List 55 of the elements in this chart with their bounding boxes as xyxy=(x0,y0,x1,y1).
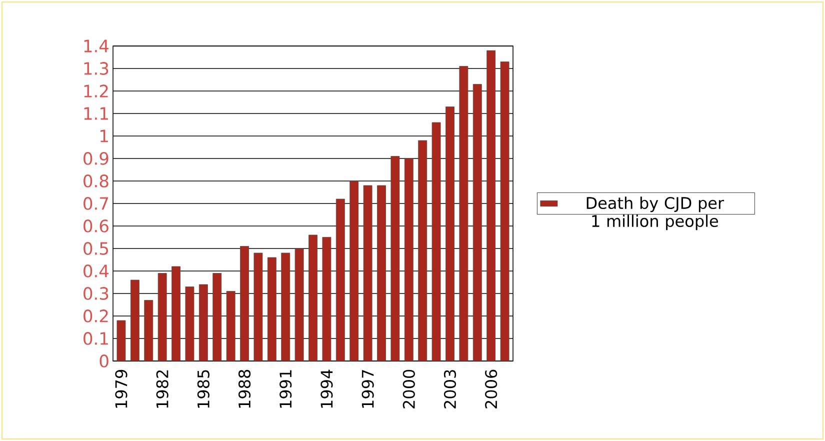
y-tick-label: 1 xyxy=(100,130,108,142)
x-tick-label: 2003 xyxy=(444,370,456,408)
x-tick-label: 1997 xyxy=(362,370,374,408)
bar xyxy=(500,62,510,361)
bar xyxy=(432,122,441,361)
x-tick-label: 1982 xyxy=(156,370,168,408)
bar xyxy=(198,284,208,361)
x-tick-label: 1994 xyxy=(320,370,333,408)
bar xyxy=(404,158,414,361)
bar xyxy=(172,266,180,361)
y-tick-label: 0.9 xyxy=(84,152,108,165)
bar xyxy=(185,286,194,361)
x-tick-label: 1979 xyxy=(115,370,128,408)
bar xyxy=(363,185,372,361)
bar xyxy=(446,106,454,361)
bar xyxy=(377,185,386,361)
bar xyxy=(267,257,276,361)
bar xyxy=(130,280,140,361)
bar xyxy=(144,300,154,361)
y-tick-label: 0.8 xyxy=(84,174,108,188)
bar xyxy=(308,234,318,361)
bar xyxy=(226,291,236,361)
y-tick-label: 1.1 xyxy=(84,107,108,120)
x-tick-label: 2000 xyxy=(402,370,415,408)
y-tick-label: 1.3 xyxy=(84,62,108,75)
bar xyxy=(322,237,332,361)
bar xyxy=(418,140,428,361)
x-tick-label: 1988 xyxy=(238,370,251,408)
bar xyxy=(390,156,400,361)
x-tick-label: 1991 xyxy=(280,370,292,408)
bar xyxy=(116,320,126,361)
bar xyxy=(281,252,290,361)
bar xyxy=(350,180,359,361)
y-tick-label: 0.1 xyxy=(84,332,108,345)
y-tick-label: 0.4 xyxy=(84,264,109,278)
bar xyxy=(486,50,496,361)
y-tick-label: 0 xyxy=(100,354,108,368)
bar xyxy=(459,66,468,361)
bar xyxy=(240,246,249,361)
legend-label: Death by CJD per 1 million people xyxy=(586,196,724,230)
y-tick-label: 0.2 xyxy=(84,310,108,322)
bar xyxy=(336,198,345,361)
bar xyxy=(212,273,222,361)
y-tick-label: 0.5 xyxy=(84,242,108,255)
bar xyxy=(472,84,482,361)
y-tick-label: 0.6 xyxy=(84,220,108,232)
y-tick-label: 1.4 xyxy=(84,40,109,52)
y-tick-label: 0.7 xyxy=(84,197,108,210)
bar xyxy=(254,252,263,361)
y-tick-label: 1.2 xyxy=(84,84,108,98)
x-tick-label: 1985 xyxy=(197,370,210,408)
x-tick-label: 2006 xyxy=(485,370,498,408)
bar xyxy=(294,248,304,361)
bar xyxy=(158,273,167,361)
y-tick-label: 0.3 xyxy=(84,287,108,300)
